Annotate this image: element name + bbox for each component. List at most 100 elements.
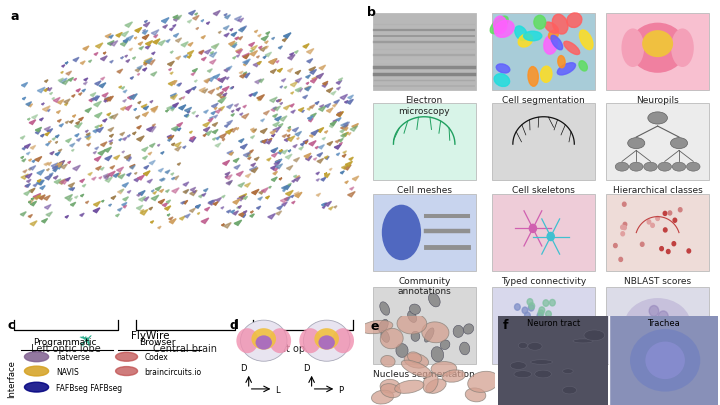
Polygon shape [93, 152, 96, 154]
Ellipse shape [468, 371, 499, 392]
Polygon shape [225, 16, 230, 20]
Polygon shape [207, 70, 212, 73]
Polygon shape [273, 108, 276, 110]
Polygon shape [276, 61, 279, 64]
Polygon shape [276, 100, 279, 102]
Polygon shape [24, 191, 30, 196]
Polygon shape [65, 195, 73, 200]
Ellipse shape [440, 340, 450, 350]
Polygon shape [187, 21, 192, 24]
Polygon shape [255, 80, 261, 84]
Circle shape [545, 316, 551, 323]
Polygon shape [208, 90, 215, 95]
Polygon shape [301, 111, 305, 113]
Polygon shape [54, 179, 61, 184]
Polygon shape [80, 213, 84, 217]
Polygon shape [225, 175, 233, 180]
Polygon shape [251, 46, 257, 51]
Polygon shape [287, 136, 294, 142]
Polygon shape [84, 79, 88, 81]
Polygon shape [143, 30, 145, 32]
Polygon shape [174, 143, 181, 148]
Polygon shape [50, 93, 53, 95]
Polygon shape [164, 206, 171, 211]
Polygon shape [219, 107, 225, 111]
Polygon shape [60, 179, 68, 185]
Ellipse shape [518, 343, 528, 349]
Polygon shape [175, 147, 181, 151]
Polygon shape [217, 92, 223, 97]
Circle shape [649, 334, 661, 347]
Ellipse shape [240, 320, 287, 361]
Polygon shape [99, 126, 102, 127]
Polygon shape [231, 111, 234, 113]
Polygon shape [288, 127, 291, 129]
Polygon shape [236, 55, 240, 58]
FancyBboxPatch shape [606, 14, 709, 91]
Polygon shape [322, 204, 325, 206]
Polygon shape [325, 174, 330, 178]
Polygon shape [137, 136, 144, 142]
Polygon shape [293, 145, 297, 148]
Polygon shape [262, 140, 268, 144]
Polygon shape [143, 113, 148, 117]
Ellipse shape [372, 390, 394, 404]
Ellipse shape [531, 360, 552, 364]
Polygon shape [303, 140, 308, 144]
Polygon shape [298, 89, 302, 92]
Polygon shape [258, 47, 262, 49]
Circle shape [687, 249, 690, 254]
Polygon shape [58, 100, 64, 105]
Circle shape [651, 224, 654, 228]
Polygon shape [142, 148, 148, 152]
Polygon shape [287, 166, 293, 171]
Polygon shape [257, 62, 261, 65]
Polygon shape [102, 201, 104, 202]
Polygon shape [240, 74, 246, 79]
Circle shape [663, 212, 667, 216]
Polygon shape [109, 143, 112, 145]
Ellipse shape [629, 163, 643, 172]
Polygon shape [45, 81, 48, 83]
Polygon shape [58, 150, 62, 152]
Polygon shape [199, 195, 203, 198]
Polygon shape [174, 129, 178, 131]
Circle shape [522, 307, 528, 314]
Polygon shape [206, 23, 210, 25]
Polygon shape [234, 221, 242, 226]
Ellipse shape [380, 328, 403, 349]
Ellipse shape [494, 75, 510, 87]
Polygon shape [30, 146, 36, 150]
Circle shape [623, 226, 626, 230]
Polygon shape [247, 153, 251, 156]
Ellipse shape [401, 360, 432, 377]
Polygon shape [29, 160, 32, 162]
Text: Trachea: Trachea [647, 319, 679, 328]
Polygon shape [327, 142, 333, 146]
Ellipse shape [361, 320, 393, 334]
Polygon shape [135, 68, 141, 72]
Polygon shape [212, 104, 218, 109]
Polygon shape [42, 219, 48, 223]
Polygon shape [311, 130, 318, 136]
Polygon shape [85, 131, 89, 133]
Polygon shape [89, 61, 91, 63]
Polygon shape [310, 105, 315, 109]
Polygon shape [213, 11, 220, 17]
Circle shape [516, 323, 522, 330]
Polygon shape [266, 158, 271, 162]
Circle shape [549, 300, 555, 306]
Polygon shape [345, 181, 348, 184]
Polygon shape [134, 38, 137, 40]
Polygon shape [269, 187, 271, 189]
Ellipse shape [379, 302, 390, 315]
Polygon shape [341, 171, 344, 174]
Polygon shape [84, 83, 87, 85]
Polygon shape [274, 107, 281, 111]
Polygon shape [325, 157, 329, 160]
Circle shape [663, 228, 667, 232]
Polygon shape [45, 175, 53, 180]
Text: e: e [370, 320, 379, 333]
Polygon shape [170, 52, 173, 54]
Polygon shape [144, 21, 148, 23]
